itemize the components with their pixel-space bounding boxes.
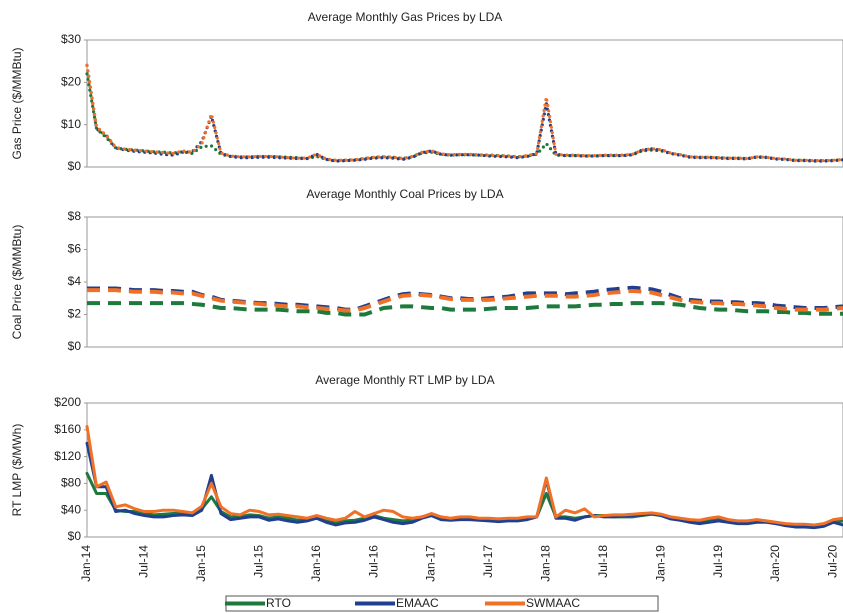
series-line — [85, 63, 843, 163]
x-tick-label: Jan-16 — [309, 545, 323, 582]
plot-frame — [86, 216, 843, 348]
y-tick-label: $0 — [68, 339, 82, 353]
series-line — [85, 72, 843, 163]
x-tick-label: Jul-19 — [711, 545, 725, 578]
y-tick-label: $30 — [61, 32, 81, 46]
series-line — [85, 424, 843, 527]
x-tick-label: Jul-20 — [826, 545, 840, 578]
chart-title: Average Monthly Coal Prices by LDA — [306, 187, 503, 201]
y-tick-label: $80 — [61, 476, 81, 490]
chart-title: Average Monthly RT LMP by LDA — [315, 373, 494, 387]
y-axis-title: Gas Price ($/MMBtu) — [10, 47, 24, 159]
x-tick-label: Jan-17 — [424, 545, 438, 582]
y-tick-label: $20 — [61, 75, 81, 89]
series-line — [85, 63, 843, 163]
x-tick-label: Jan-19 — [653, 545, 667, 582]
x-tick-label: Jan-20 — [768, 545, 782, 582]
y-tick-label: $8 — [68, 209, 82, 223]
legend-label: RTO — [266, 596, 291, 610]
x-tick-label: Jan-14 — [79, 545, 93, 582]
legend-label: SWMAAC — [526, 596, 580, 610]
x-tick-label: Jan-18 — [539, 545, 553, 582]
chart-title: Average Monthly Gas Prices by LDA — [308, 10, 503, 24]
x-tick-label: Jul-16 — [366, 545, 380, 578]
x-tick-label: Jul-15 — [251, 545, 265, 578]
y-tick-label: $200 — [54, 395, 81, 409]
y-tick-label: $6 — [68, 242, 82, 256]
series-line — [87, 288, 843, 313]
y-tick-label: $40 — [61, 502, 81, 516]
x-tick-label: Jul-17 — [481, 545, 495, 578]
y-tick-label: $2 — [68, 307, 82, 321]
x-tick-label: Jul-14 — [137, 545, 151, 578]
series-line — [87, 301, 843, 317]
plot-frame — [86, 39, 843, 168]
y-tick-label: $4 — [68, 274, 82, 288]
plot-frame — [86, 402, 843, 538]
y-tick-label: $0 — [68, 159, 82, 173]
y-axis-title: RT LMP ($/MWh) — [10, 424, 24, 517]
y-tick-label: $160 — [54, 422, 81, 436]
y-axis-title: Coal Price ($/MMBtu) — [10, 225, 24, 340]
y-tick-label: $0 — [68, 529, 82, 543]
legend-label: EMAAC — [396, 596, 439, 610]
y-tick-label: $120 — [54, 449, 81, 463]
series-line — [85, 441, 843, 530]
y-tick-label: $10 — [61, 117, 81, 131]
x-tick-label: Jan-15 — [194, 545, 208, 582]
x-tick-label: Jul-18 — [596, 545, 610, 578]
